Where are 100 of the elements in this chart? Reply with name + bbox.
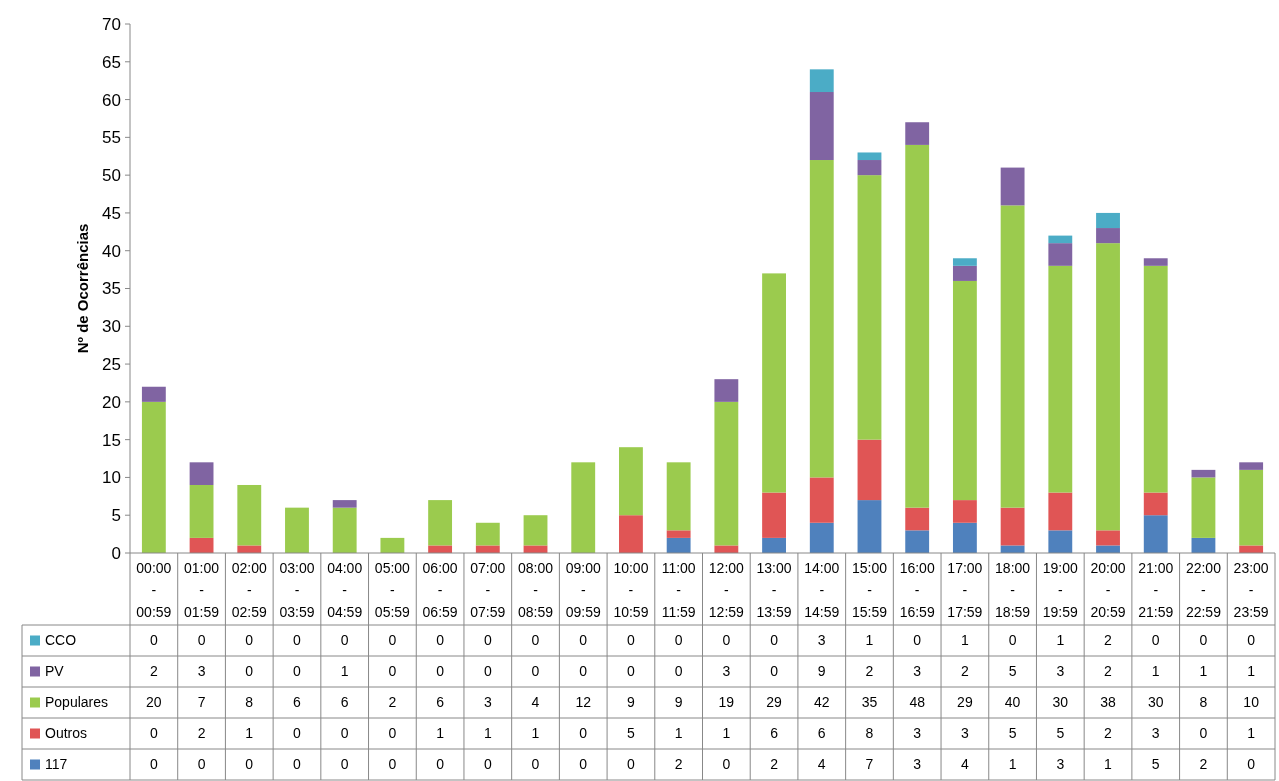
data-label: 1 <box>1056 632 1065 649</box>
data-label: 7 <box>197 694 206 711</box>
x-tick-label: 05:00 - 05:59 <box>374 560 411 620</box>
bar <box>1096 530 1120 546</box>
x-tick-label: 23:00 - 23:59 <box>1233 560 1269 620</box>
data-label: 0 <box>340 632 349 649</box>
data-label: 3 <box>1056 663 1065 680</box>
bar <box>571 462 596 553</box>
bar <box>1000 507 1025 546</box>
bar <box>1096 545 1120 553</box>
bar <box>1000 205 1025 508</box>
bar <box>952 265 977 281</box>
x-tick-label: 00:00 - 00:59 <box>136 560 172 620</box>
data-label: 0 <box>674 663 683 680</box>
y-tick-label: 65 <box>102 52 121 72</box>
y-tick-label: 50 <box>102 166 121 186</box>
y-tick-label: 0 <box>111 543 121 563</box>
bar <box>762 492 786 538</box>
data-label: 3 <box>913 725 922 742</box>
bar <box>905 122 930 145</box>
data-label: 4 <box>531 694 540 711</box>
data-label: 0 <box>436 756 445 773</box>
data-label: 8 <box>865 725 874 742</box>
data-label: 0 <box>1008 632 1017 649</box>
data-label: 0 <box>1151 632 1160 649</box>
data-label: 0 <box>197 632 206 649</box>
bar <box>952 280 977 501</box>
data-label: 0 <box>1199 725 1208 742</box>
bar <box>619 447 643 516</box>
x-tick-label: 19:00 - 19:59 <box>1042 560 1079 620</box>
data-label: 0 <box>579 756 588 773</box>
data-label: 1 <box>674 725 683 742</box>
data-label: 5 <box>1008 663 1017 680</box>
x-tick-label: 11:00 - 11:59 <box>661 560 696 620</box>
bar <box>952 522 977 553</box>
data-label: 0 <box>770 663 779 680</box>
bar <box>857 175 882 440</box>
bar <box>1048 265 1073 493</box>
y-tick-label: 10 <box>102 468 121 488</box>
data-label: 1 <box>340 663 349 680</box>
y-tick-label: 60 <box>102 90 121 110</box>
data-label: 0 <box>436 663 445 680</box>
bar <box>1191 477 1216 538</box>
data-label: 9 <box>627 694 636 711</box>
data-label: 4 <box>817 756 826 773</box>
data-label: 0 <box>293 632 302 649</box>
bar <box>714 379 739 402</box>
data-label: 0 <box>197 756 206 773</box>
bar <box>237 545 262 553</box>
data-label: 0 <box>293 756 302 773</box>
bar <box>809 160 834 478</box>
bar <box>857 152 882 161</box>
data-label: 0 <box>340 756 349 773</box>
bar <box>666 537 691 553</box>
x-tick-label: 18:00 - 18:59 <box>995 560 1031 620</box>
y-tick-label: 20 <box>102 392 121 412</box>
data-label: 8 <box>245 694 254 711</box>
data-label: 2 <box>1199 756 1208 773</box>
data-label: 0 <box>579 725 588 742</box>
data-label: 9 <box>817 663 826 680</box>
data-label: 6 <box>770 725 779 742</box>
data-label: 0 <box>579 663 588 680</box>
data-label: 1 <box>436 725 445 742</box>
bar <box>1143 265 1168 493</box>
bar <box>475 545 500 553</box>
bar <box>1143 258 1168 266</box>
bar <box>428 500 453 546</box>
data-label: 0 <box>149 632 158 649</box>
data-label: 42 <box>813 694 830 711</box>
bar <box>809 69 834 93</box>
bar <box>809 477 834 523</box>
bar <box>952 500 977 523</box>
bar <box>189 484 214 538</box>
data-label: 1 <box>961 632 969 649</box>
data-label: 0 <box>531 632 540 649</box>
data-label: 0 <box>627 632 636 649</box>
x-tick-label: 17:00 - 17:59 <box>947 560 983 620</box>
x-tick-label: 06:00 - 06:59 <box>422 560 458 620</box>
data-label: 0 <box>388 725 397 742</box>
x-tick-label: 14:00 - 14:59 <box>804 560 840 620</box>
data-label: 1 <box>483 725 492 742</box>
bar <box>332 507 357 553</box>
data-label: 2 <box>149 663 158 680</box>
data-label: 0 <box>1247 632 1256 649</box>
legend-label: Outros <box>45 725 88 742</box>
data-label: 29 <box>957 694 973 711</box>
data-label: 3 <box>1151 725 1160 742</box>
bar <box>1048 530 1073 553</box>
data-label: 2 <box>388 694 397 711</box>
data-label: 1 <box>1151 663 1160 680</box>
data-label: 1 <box>245 725 254 742</box>
data-label: 1 <box>531 725 540 742</box>
data-label: 0 <box>913 632 922 649</box>
data-label: 2 <box>865 663 874 680</box>
data-label: 3 <box>483 694 492 711</box>
data-label: 0 <box>483 756 492 773</box>
data-label: 0 <box>531 663 540 680</box>
x-tick-label: 20:00 - 20:59 <box>1090 560 1126 620</box>
data-label: 0 <box>579 632 588 649</box>
data-label: 2 <box>1104 663 1113 680</box>
